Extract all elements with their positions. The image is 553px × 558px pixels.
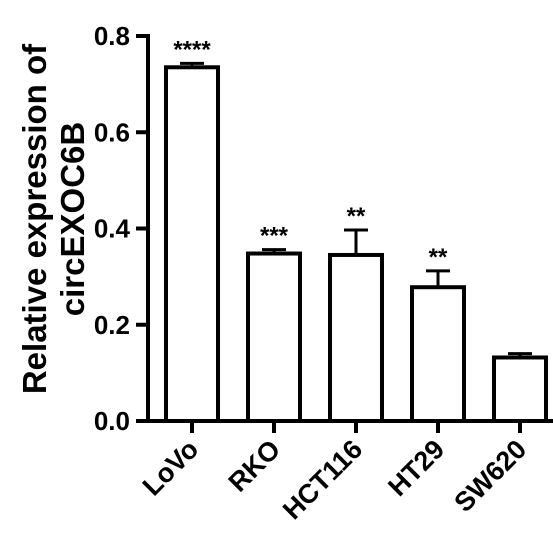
y-tick-label: 0.0 [94, 406, 130, 436]
y-tick-label: 0.8 [94, 21, 130, 51]
bar-lovo [164, 65, 220, 423]
bar-ht29 [410, 285, 466, 423]
x-tick-label-hct116: HCT116 [277, 434, 368, 525]
y-tick-label: 0.6 [94, 117, 130, 147]
bar-sw620 [492, 355, 548, 424]
y-tick-label: 0.4 [94, 214, 131, 244]
significance-label-lovo: **** [173, 36, 211, 63]
bar-rko [246, 251, 302, 423]
significance-label-rko: *** [260, 223, 289, 250]
y-axis-label: Relative expression of circEXOC6B [16, 43, 91, 394]
x-tick-label-sw620: SW620 [448, 434, 532, 518]
x-tick-label-rko: RKO [223, 434, 287, 498]
y-tick-label: 0.2 [94, 310, 130, 340]
y-axis-label-line-2: circEXOC6B [54, 122, 91, 316]
plot-area: 0.0 0.2 0.4 0.6 0.8 **** LoVo *** RKO ** HCT116 ** H… [94, 21, 553, 525]
bar-hct116 [328, 252, 384, 423]
significance-label-hct116: ** [347, 203, 366, 230]
x-tick-label-ht29: HT29 [382, 434, 450, 502]
x-tick-label-lovo: LoVo [137, 434, 205, 502]
significance-label-ht29: ** [429, 244, 448, 271]
y-axis-label-line-1: Relative expression of [16, 43, 53, 394]
